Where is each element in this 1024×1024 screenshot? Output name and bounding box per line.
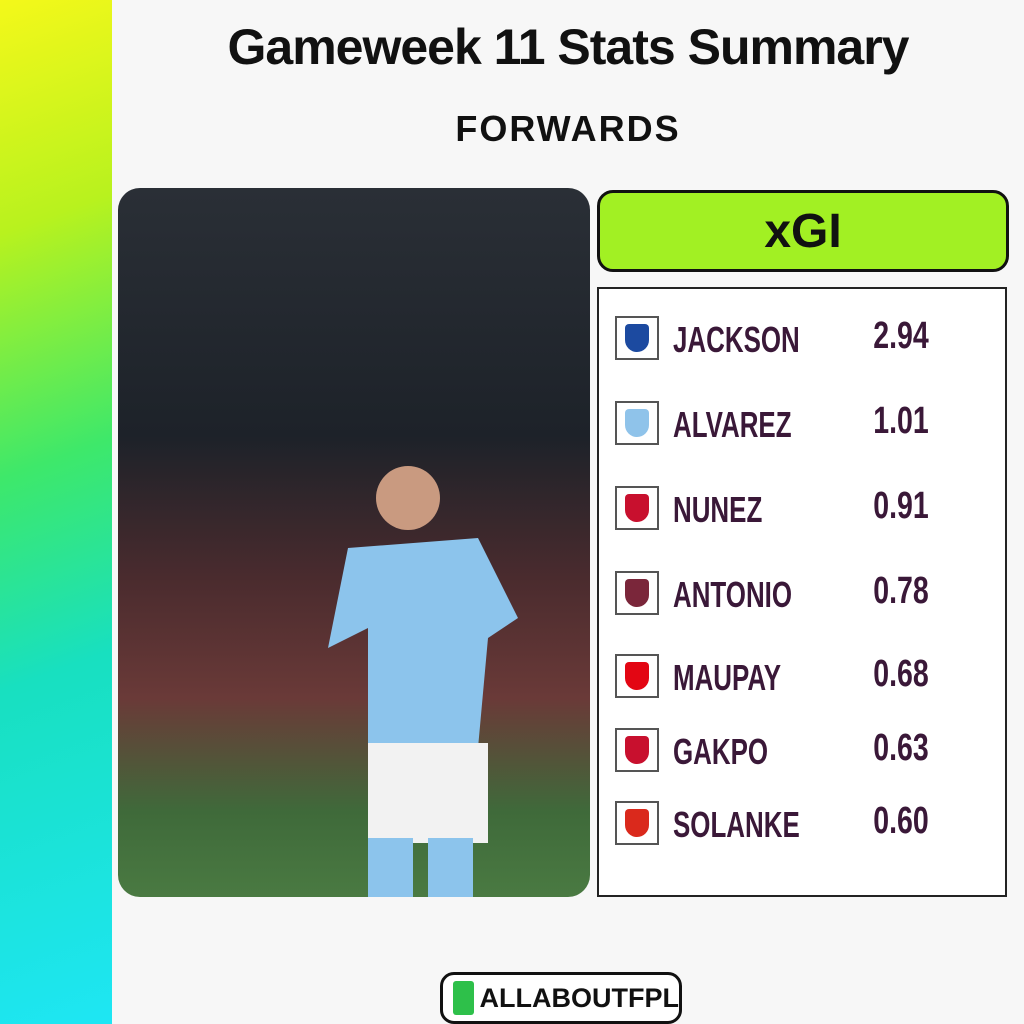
team-badge bbox=[615, 401, 659, 445]
brand-name: ALLABOUTFPL bbox=[479, 982, 679, 1013]
brand-logo: ALLABOUTFPL bbox=[440, 972, 682, 1024]
badge-crest bbox=[625, 409, 649, 437]
badge-crest bbox=[625, 809, 649, 837]
subtitle: FORWARDS bbox=[455, 108, 681, 149]
logo-icon bbox=[453, 981, 474, 1015]
stat-row: ANTONIO 0.78 bbox=[599, 568, 1005, 618]
player-name: GAKPO bbox=[673, 731, 769, 772]
stat-value: 2.94 bbox=[873, 315, 929, 357]
player-name: MAUPAY bbox=[673, 657, 782, 698]
badge-crest bbox=[625, 494, 649, 522]
team-badge bbox=[615, 486, 659, 530]
stat-value: 0.63 bbox=[873, 727, 929, 769]
stat-value: 1.01 bbox=[873, 400, 929, 442]
player-name: ALVAREZ bbox=[673, 404, 792, 445]
player-figure bbox=[328, 466, 518, 897]
player-photo bbox=[118, 188, 590, 897]
stat-row: SOLANKE 0.60 bbox=[599, 798, 1005, 848]
player-name: SOLANKE bbox=[673, 804, 800, 845]
stat-value: 0.60 bbox=[873, 800, 929, 842]
stat-row: GAKPO 0.63 bbox=[599, 725, 1005, 775]
stat-header: xGI bbox=[597, 190, 1009, 272]
stat-value: 0.68 bbox=[873, 653, 929, 695]
team-badge bbox=[615, 728, 659, 772]
stat-value: 0.91 bbox=[873, 485, 929, 527]
player-name: JACKSON bbox=[673, 319, 800, 360]
player-name: ANTONIO bbox=[673, 574, 793, 615]
side-gradient bbox=[0, 0, 112, 1024]
stat-value: 0.78 bbox=[873, 570, 929, 612]
stat-row: ALVAREZ 1.01 bbox=[599, 398, 1005, 448]
title: Gameweek 11 Stats Summary bbox=[227, 19, 910, 75]
stat-row: MAUPAY 0.68 bbox=[599, 651, 1005, 701]
stat-row: JACKSON 2.94 bbox=[599, 313, 1005, 363]
badge-crest bbox=[625, 736, 649, 764]
badge-crest bbox=[625, 324, 649, 352]
badge-crest bbox=[625, 579, 649, 607]
stat-row: NUNEZ 0.91 bbox=[599, 483, 1005, 533]
team-badge bbox=[615, 801, 659, 845]
team-badge bbox=[615, 654, 659, 698]
player-name: NUNEZ bbox=[673, 489, 763, 530]
badge-crest bbox=[625, 662, 649, 690]
team-badge bbox=[615, 316, 659, 360]
team-badge bbox=[615, 571, 659, 615]
stat-list: JACKSON 2.94 ALVAREZ 1.01 NUNEZ 0.91 ANTONIO 0.… bbox=[597, 287, 1007, 897]
